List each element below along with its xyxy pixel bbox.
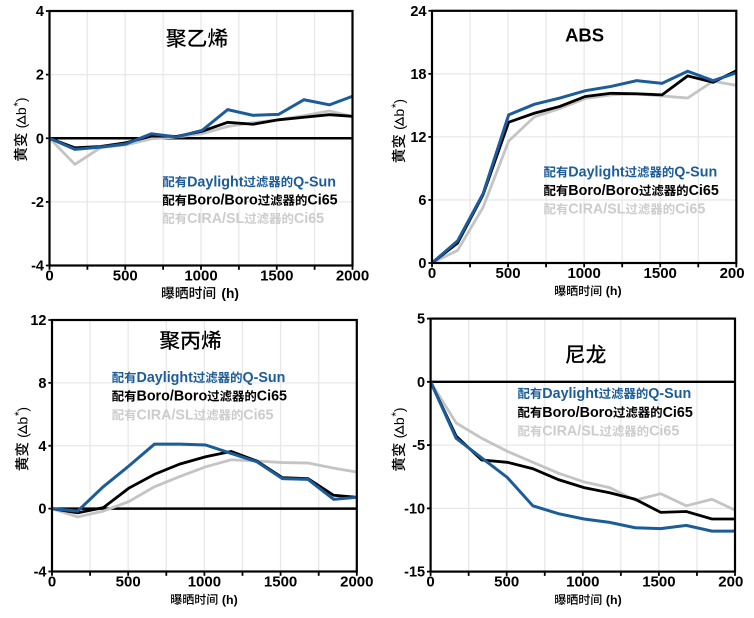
- svg-text:Daylight: Daylight: [137, 370, 194, 386]
- svg-text:ABS: ABS: [565, 25, 604, 46]
- svg-text:Ci65: Ci65: [257, 389, 287, 405]
- svg-text:CIRA/SL: CIRA/SL: [187, 211, 244, 227]
- svg-text:Ci65: Ci65: [243, 407, 273, 423]
- svg-text:(: (: [14, 433, 30, 438]
- svg-text:CIRA/SL: CIRA/SL: [137, 407, 194, 423]
- svg-text:200: 200: [720, 265, 745, 282]
- svg-text:): ): [13, 97, 29, 102]
- svg-text:Boro/Boro: Boro/Boro: [542, 405, 613, 421]
- svg-text:-4: -4: [34, 565, 47, 581]
- svg-text:(h): (h): [606, 593, 622, 607]
- svg-text:*: *: [389, 412, 403, 417]
- svg-text:2000: 2000: [336, 267, 369, 284]
- svg-text:Q-Sun: Q-Sun: [243, 370, 286, 386]
- svg-text:0: 0: [428, 265, 436, 282]
- svg-text:Boro/Boro: Boro/Boro: [137, 389, 208, 405]
- svg-text:0: 0: [426, 573, 434, 590]
- svg-text:CIRA/SL: CIRA/SL: [568, 202, 625, 218]
- svg-text:12: 12: [30, 313, 46, 329]
- svg-text:500: 500: [496, 265, 521, 282]
- svg-text:): ): [14, 407, 30, 412]
- svg-text:*: *: [12, 411, 26, 416]
- svg-text:2: 2: [36, 68, 44, 84]
- svg-text:(: (: [391, 125, 407, 130]
- svg-text:CIRA/SL: CIRA/SL: [542, 424, 599, 440]
- svg-text:Q-Sun: Q-Sun: [674, 165, 717, 181]
- svg-text:1000: 1000: [567, 265, 600, 282]
- svg-text:2000: 2000: [340, 573, 373, 590]
- svg-text:b: b: [14, 417, 30, 425]
- svg-text:1000: 1000: [184, 267, 217, 284]
- svg-text:-2: -2: [31, 195, 44, 211]
- svg-text:b: b: [391, 417, 407, 425]
- svg-text:0: 0: [45, 267, 53, 284]
- svg-text:Ci65: Ci65: [675, 202, 705, 218]
- svg-text:5: 5: [417, 312, 425, 328]
- svg-text:500: 500: [113, 267, 138, 284]
- svg-text:4: 4: [36, 4, 44, 20]
- svg-text:0: 0: [48, 573, 56, 590]
- svg-text:Boro/Boro: Boro/Boro: [187, 193, 258, 209]
- svg-text:Daylight: Daylight: [542, 386, 599, 402]
- svg-text:6: 6: [418, 193, 426, 209]
- svg-text:(: (: [13, 123, 29, 128]
- svg-text:Ci65: Ci65: [307, 193, 337, 209]
- svg-text:Ci65: Ci65: [294, 211, 324, 227]
- svg-text:0: 0: [36, 131, 44, 147]
- svg-text:Ci65: Ci65: [689, 183, 719, 199]
- svg-text:1500: 1500: [264, 573, 297, 590]
- svg-text:24: 24: [410, 4, 426, 20]
- svg-text:Q-Sun: Q-Sun: [648, 386, 691, 402]
- svg-text:12: 12: [410, 130, 426, 146]
- svg-text:1000: 1000: [188, 573, 221, 590]
- svg-text:18: 18: [410, 67, 426, 83]
- svg-text:-10: -10: [404, 501, 425, 517]
- svg-text:0: 0: [417, 375, 425, 391]
- svg-text:500: 500: [116, 573, 141, 590]
- svg-text:Boro/Boro: Boro/Boro: [568, 183, 639, 199]
- svg-text:1500: 1500: [642, 573, 675, 590]
- svg-text:500: 500: [494, 573, 519, 590]
- svg-text:): ): [391, 99, 407, 104]
- svg-text:(: (: [391, 433, 407, 438]
- svg-text:(h): (h): [606, 284, 622, 298]
- svg-text:*: *: [11, 102, 25, 107]
- svg-text:(h): (h): [222, 593, 238, 607]
- svg-text:Ci65: Ci65: [649, 424, 679, 440]
- svg-text:1500: 1500: [644, 265, 677, 282]
- svg-text:200: 200: [718, 573, 743, 590]
- svg-text:8: 8: [38, 376, 46, 392]
- svg-text:0: 0: [418, 256, 426, 272]
- svg-text:-5: -5: [412, 438, 425, 454]
- svg-text:-15: -15: [404, 565, 425, 581]
- svg-text:(h): (h): [221, 286, 239, 301]
- svg-text:b: b: [13, 107, 29, 115]
- svg-text:b: b: [391, 109, 407, 117]
- svg-text:Daylight: Daylight: [568, 165, 625, 181]
- svg-text:Q-Sun: Q-Sun: [293, 174, 336, 190]
- svg-text:1500: 1500: [260, 267, 293, 284]
- svg-text:4: 4: [38, 439, 46, 455]
- svg-text:Daylight: Daylight: [187, 174, 244, 190]
- svg-text:Ci65: Ci65: [663, 405, 693, 421]
- svg-text:-4: -4: [31, 259, 44, 275]
- svg-text:0: 0: [38, 502, 46, 518]
- svg-text:): ): [391, 407, 407, 412]
- svg-text:1000: 1000: [566, 573, 599, 590]
- svg-text:*: *: [389, 103, 403, 108]
